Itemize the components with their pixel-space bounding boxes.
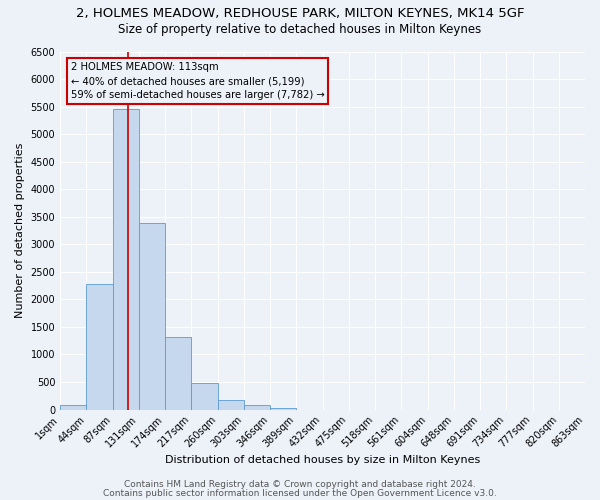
Y-axis label: Number of detached properties: Number of detached properties (15, 143, 25, 318)
Bar (244, 405, 270, 409)
Bar (218, 400, 244, 409)
Bar (165, 338, 191, 409)
Bar (86, 284, 113, 410)
Text: 2 HOLMES MEADOW: 113sqm
← 40% of detached houses are smaller (5,199)
59% of semi: 2 HOLMES MEADOW: 113sqm ← 40% of detache… (71, 62, 325, 100)
Bar (270, 408, 296, 410)
Text: Contains public sector information licensed under the Open Government Licence v3: Contains public sector information licen… (103, 488, 497, 498)
Bar (191, 383, 218, 409)
X-axis label: Distribution of detached houses by size in Milton Keynes: Distribution of detached houses by size … (165, 455, 480, 465)
Bar (139, 224, 165, 410)
Text: 2, HOLMES MEADOW, REDHOUSE PARK, MILTON KEYNES, MK14 5GF: 2, HOLMES MEADOW, REDHOUSE PARK, MILTON … (76, 8, 524, 20)
Text: Size of property relative to detached houses in Milton Keynes: Size of property relative to detached ho… (118, 22, 482, 36)
Text: Contains HM Land Registry data © Crown copyright and database right 2024.: Contains HM Land Registry data © Crown c… (124, 480, 476, 489)
Bar (60, 406, 86, 409)
Bar (113, 110, 139, 410)
